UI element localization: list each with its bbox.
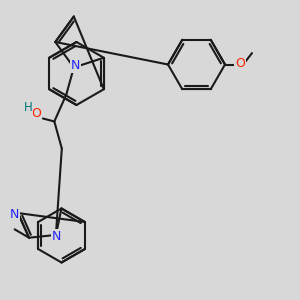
Text: O: O	[236, 57, 245, 70]
Text: O: O	[32, 106, 41, 120]
Text: N: N	[52, 230, 61, 243]
Text: N: N	[70, 59, 80, 73]
Text: N: N	[10, 208, 19, 221]
Text: H: H	[23, 100, 32, 114]
